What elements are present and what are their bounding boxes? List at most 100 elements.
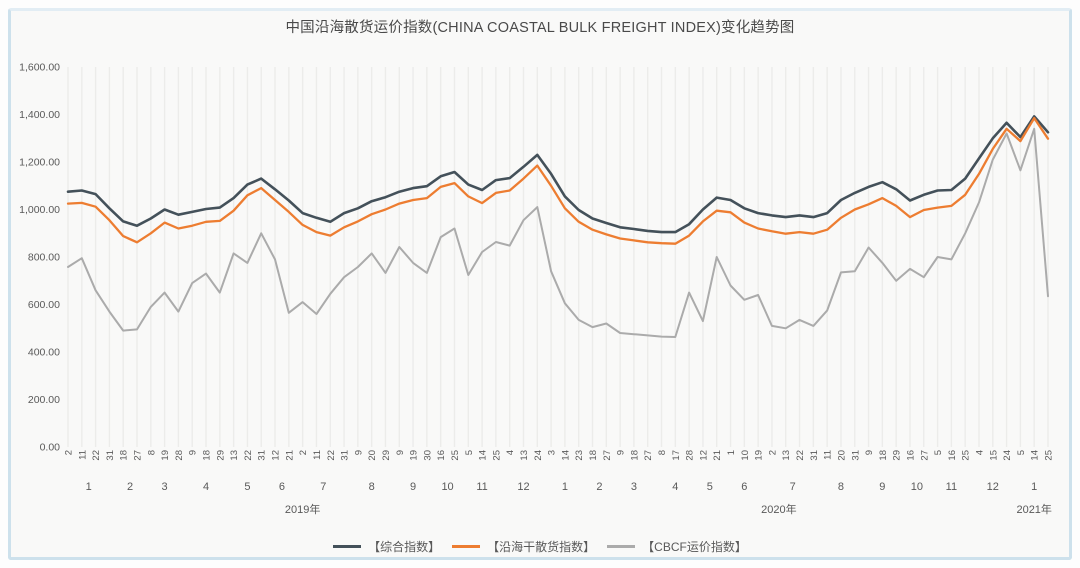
x-axis-day-tick-label: 31 bbox=[850, 450, 861, 461]
x-axis-day-tick-label: 19 bbox=[160, 450, 171, 461]
y-axis-tick-label: 1,400.00 bbox=[19, 109, 60, 121]
y-axis-tick-label: 1,000.00 bbox=[19, 204, 60, 216]
x-axis-day-tick-label: 22 bbox=[243, 450, 254, 461]
x-axis-month-label: 11 bbox=[476, 481, 487, 493]
x-axis-day-tick-label: 27 bbox=[919, 450, 930, 461]
x-axis-day-tick-label: 31 bbox=[809, 450, 820, 461]
x-axis-day-tick-label: 4 bbox=[505, 450, 516, 455]
x-axis-month-label: 10 bbox=[911, 481, 923, 493]
series-line-composite-index bbox=[66, 115, 1050, 234]
x-axis-day-tick-label: 9 bbox=[353, 450, 364, 455]
x-axis-day-tick-label: 9 bbox=[864, 450, 875, 455]
x-axis-month-label: 4 bbox=[672, 481, 678, 493]
x-axis-day-tick-label: 27 bbox=[133, 450, 144, 461]
legend-item-composite-index: 【综合指数】 bbox=[333, 538, 440, 555]
x-axis-day-tick-label: 29 bbox=[215, 450, 226, 461]
x-axis-month-label: 7 bbox=[790, 481, 796, 493]
x-axis-month-label: 1 bbox=[1031, 481, 1037, 493]
x-axis-day-tick-label: 14 bbox=[560, 450, 571, 461]
x-axis-month-label: 6 bbox=[741, 481, 747, 493]
legend-item-coastal-dry-bulk-index: 【沿海干散货指数】 bbox=[452, 538, 595, 555]
x-axis-day-tick-label: 18 bbox=[119, 450, 130, 461]
x-axis-day-tick-label: 19 bbox=[409, 450, 420, 461]
chart-title: 中国沿海散货运价指数(CHINA COASTAL BULK FREIGHT IN… bbox=[285, 20, 795, 36]
x-axis-month-label: 12 bbox=[987, 481, 999, 493]
x-axis-month-label: 9 bbox=[879, 481, 885, 493]
x-axis-day-tick-label: 11 bbox=[823, 450, 834, 460]
x-axis-month-label: 5 bbox=[244, 481, 250, 493]
x-axis-day-tick-label: 10 bbox=[740, 450, 751, 461]
x-axis-month-label: 2 bbox=[596, 481, 602, 493]
x-axis-day-tick-label: 15 bbox=[988, 450, 999, 461]
x-axis-month-label: 1 bbox=[562, 481, 568, 493]
x-axis-day-tick-label: 3 bbox=[547, 450, 558, 455]
x-axis-day-tick-label: 29 bbox=[381, 450, 392, 461]
x-axis-day-tick-label: 8 bbox=[657, 450, 668, 455]
x-axis-day-tick-label: 27 bbox=[602, 450, 613, 461]
x-axis-day-tick-label: 1 bbox=[726, 450, 737, 455]
x-axis-day-tick-label: 22 bbox=[795, 450, 806, 461]
series-line-cbcf-freight-index bbox=[67, 127, 1049, 338]
x-axis-day-tick-label: 28 bbox=[174, 450, 185, 461]
x-axis-day-tick-label: 25 bbox=[961, 450, 972, 461]
x-axis-day-tick-label: 5 bbox=[464, 450, 475, 455]
x-axis-day-tick-label: 25 bbox=[491, 450, 502, 461]
x-axis-day-tick-label: 13 bbox=[781, 450, 792, 461]
y-axis-tick-label: 200.00 bbox=[28, 394, 60, 406]
x-axis-day-tick-label: 22 bbox=[91, 450, 102, 461]
x-axis-day-tick-label: 16 bbox=[947, 450, 958, 461]
legend-swatch-composite-index bbox=[333, 545, 362, 548]
x-axis-day-tick-label: 29 bbox=[892, 450, 903, 461]
x-axis-day-tick-label: 31 bbox=[340, 450, 351, 461]
x-axis-day-tick-label: 23 bbox=[574, 450, 585, 461]
x-axis-month-label: 3 bbox=[631, 481, 637, 493]
chart-frame bbox=[8, 8, 1072, 560]
x-axis-day-tick-label: 20 bbox=[836, 450, 847, 461]
legend-label-composite-index: 【综合指数】 bbox=[368, 540, 441, 554]
legend-item-cbcf-freight-index: 【CBCF运价指数】 bbox=[607, 538, 747, 555]
x-axis-day-tick-label: 12 bbox=[271, 450, 282, 461]
x-axis-day-tick-label: 20 bbox=[367, 450, 378, 461]
x-axis-day-tick-label: 19 bbox=[754, 450, 765, 461]
y-axis-tick-label: 0.00 bbox=[40, 442, 61, 454]
x-axis-day-tick-label: 16 bbox=[905, 450, 916, 461]
x-axis-day-tick-label: 17 bbox=[671, 450, 682, 461]
x-axis-day-tick-label: 24 bbox=[1002, 450, 1013, 461]
x-axis-day-tick-label: 28 bbox=[685, 450, 696, 461]
legend: 【综合指数】 【沿海干散货指数】 【CBCF运价指数】 bbox=[0, 538, 1080, 555]
y-axis-tick-label: 800.00 bbox=[28, 252, 60, 264]
x-axis-day-tick-label: 18 bbox=[878, 450, 889, 461]
x-axis-month-label: 7 bbox=[320, 481, 326, 493]
x-axis-day-tick-label: 12 bbox=[698, 450, 709, 461]
x-axis-day-tick-label: 27 bbox=[643, 450, 654, 461]
x-axis-month-label: 9 bbox=[410, 481, 416, 493]
x-axis-day-tick-label: 5 bbox=[933, 450, 944, 455]
x-axis-day-tick-label: 2 bbox=[298, 450, 309, 455]
x-axis-month-label: 10 bbox=[441, 481, 453, 493]
x-axis-day-tick-label: 13 bbox=[519, 450, 530, 461]
x-axis-day-tick-label: 8 bbox=[146, 450, 157, 455]
x-axis-day-tick-label: 9 bbox=[395, 450, 406, 455]
x-axis-day-tick-label: 31 bbox=[105, 450, 116, 461]
x-axis-day-tick-label: 22 bbox=[326, 450, 337, 461]
x-axis-day-tick-label: 18 bbox=[202, 450, 213, 461]
x-axis-year-label: 2019年 bbox=[285, 502, 320, 516]
x-axis-day-tick-label: 4 bbox=[974, 450, 985, 455]
x-axis-day-tick-label: 18 bbox=[588, 450, 599, 461]
x-axis-day-tick-label: 31 bbox=[257, 450, 268, 461]
x-axis-month-label: 5 bbox=[707, 481, 713, 493]
x-axis-day-tick-label: 25 bbox=[1044, 450, 1055, 461]
legend-label-coastal-dry-bulk-index: 【沿海干散货指数】 bbox=[487, 540, 596, 554]
x-axis-month-label: 2 bbox=[127, 481, 133, 493]
legend-swatch-coastal-dry-bulk-index bbox=[452, 545, 481, 548]
y-axis-tick-label: 400.00 bbox=[28, 347, 60, 359]
x-axis-day-tick-label: 21 bbox=[712, 450, 723, 461]
x-axis-day-tick-label: 16 bbox=[436, 450, 447, 461]
y-axis-tick-label: 1,600.00 bbox=[19, 62, 60, 74]
x-axis-day-tick-label: 11 bbox=[77, 450, 88, 460]
x-axis-day-tick-label: 2 bbox=[767, 450, 778, 455]
x-axis-day-tick-label: 18 bbox=[629, 450, 640, 461]
x-axis-month-label: 11 bbox=[946, 481, 957, 493]
legend-label-cbcf-freight-index: 【CBCF运价指数】 bbox=[642, 540, 747, 554]
